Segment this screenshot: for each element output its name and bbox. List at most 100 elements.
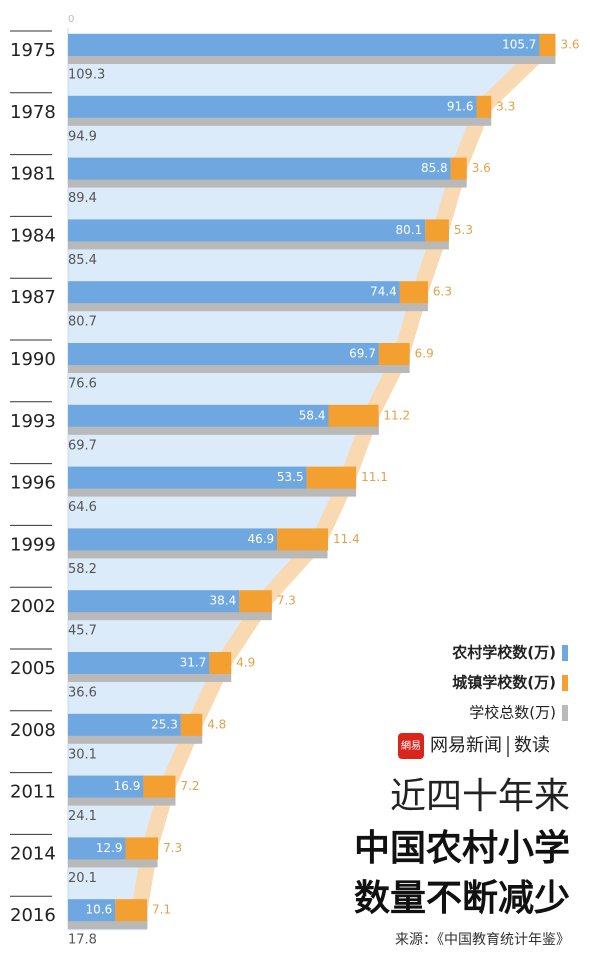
rural-bar	[68, 219, 426, 242]
value-label: 58.4	[299, 408, 326, 422]
source: 来源：《中国教育统计年鉴》	[395, 932, 570, 948]
chart-subtitle: 数量不断减少	[354, 878, 570, 919]
y-tick-label: 1999	[10, 534, 56, 555]
y-tick-label: 2011	[10, 782, 56, 803]
value-label: 7.3	[163, 841, 182, 855]
logo-text: 網易	[401, 739, 421, 752]
urban-bar	[425, 219, 449, 242]
value-label: 85.8	[421, 161, 448, 175]
legend-label: 城镇学校数(万)	[452, 674, 556, 692]
rural-bar	[68, 837, 126, 860]
value-label: 11.4	[333, 532, 360, 546]
legend-swatch	[562, 675, 568, 691]
value-label: 6.9	[415, 347, 434, 361]
value-label: 12.9	[96, 841, 123, 855]
y-tick-label: 1993	[10, 411, 56, 432]
y-tick-label: 2014	[10, 843, 56, 864]
rural-bar	[68, 281, 400, 304]
y-tick-label: 1981	[10, 164, 56, 185]
urban-bar	[143, 775, 176, 798]
value-label: 53.5	[277, 470, 304, 484]
y-tick-label: 2016	[10, 905, 56, 926]
chart-subtitle: 中国农村小学	[354, 827, 570, 869]
rural-bar	[68, 404, 329, 427]
value-label: 6.3	[433, 285, 452, 299]
rural-bar	[68, 590, 240, 613]
value-label: 11.2	[383, 408, 410, 422]
total-label: 58.2	[68, 562, 97, 577]
urban-bar	[239, 590, 272, 613]
total-label: 69.7	[68, 438, 97, 453]
y-tick-label: 1990	[10, 349, 56, 370]
total-label: 85.4	[68, 253, 97, 268]
value-label: 7.2	[180, 779, 199, 793]
y-tick-label: 1978	[10, 102, 56, 123]
rural-bar	[68, 899, 116, 922]
brand-section: 数读	[514, 735, 550, 756]
brand-name: 网易新闻	[430, 735, 502, 756]
total-label: 89.4	[68, 191, 97, 206]
urban-bar	[306, 466, 357, 489]
total-label: 80.7	[68, 315, 97, 330]
total-label: 64.6	[68, 500, 97, 515]
urban-bar	[539, 34, 556, 56]
rural-bar	[68, 95, 477, 118]
legend-label: 学校总数(万)	[469, 704, 556, 722]
value-label: 3.6	[472, 161, 491, 175]
total-label: 94.9	[68, 129, 97, 144]
y-tick-label: 1987	[10, 287, 56, 308]
total-label: 17.8	[68, 933, 97, 948]
total-label: 76.6	[68, 377, 97, 392]
total-label: 20.1	[68, 871, 97, 886]
urban-bar	[125, 837, 159, 860]
y-tick-label: 2008	[10, 720, 56, 741]
rural-bar	[68, 34, 540, 56]
value-label: 10.6	[86, 903, 113, 917]
rural-bar	[68, 713, 181, 736]
value-label: 31.7	[180, 656, 207, 670]
value-label: 105.7	[502, 38, 536, 52]
value-label: 4.8	[207, 717, 226, 731]
total-label: 36.6	[68, 686, 97, 701]
y-tick-label: 2002	[10, 596, 56, 617]
y-tick-label: 1996	[10, 473, 56, 494]
rural-bar	[68, 466, 307, 489]
urban-bar	[378, 343, 410, 365]
value-label: 16.9	[114, 779, 141, 793]
y-tick-label: 1975	[10, 40, 56, 61]
chart-title: 近四十年来	[390, 776, 570, 817]
urban-bar	[209, 652, 232, 674]
rural-bar	[68, 157, 451, 180]
value-label: 7.3	[277, 594, 296, 608]
value-label: 74.4	[370, 285, 397, 299]
urban-bar	[399, 281, 428, 304]
urban-bar	[115, 899, 147, 922]
y-tick-label: 2005	[10, 658, 56, 679]
x-tick-label: 0	[68, 14, 74, 25]
rural-bar	[68, 528, 278, 551]
value-label: 38.4	[210, 594, 237, 608]
urban-bar	[180, 713, 203, 736]
urban-bar	[328, 404, 379, 427]
total-label: 30.1	[68, 747, 97, 762]
rural-bar	[68, 775, 144, 798]
value-label: 3.3	[496, 99, 515, 113]
value-label: 11.1	[361, 470, 388, 484]
legend-label: 农村学校数(万)	[451, 644, 556, 662]
legend-swatch	[562, 645, 568, 661]
total-label: 24.1	[68, 809, 97, 824]
value-label: 7.1	[152, 903, 171, 917]
total-label: 109.3	[68, 68, 105, 83]
urban-bar	[476, 95, 492, 118]
urban-bar	[277, 528, 329, 551]
value-label: 91.6	[447, 99, 474, 113]
legend-swatch	[562, 705, 568, 721]
urban-bar	[450, 157, 467, 180]
value-label: 46.9	[247, 532, 274, 546]
logo	[398, 733, 424, 759]
value-label: 69.7	[349, 347, 376, 361]
total-label: 45.7	[68, 624, 97, 639]
rural-bar	[68, 652, 210, 674]
value-label: 80.1	[396, 223, 423, 237]
